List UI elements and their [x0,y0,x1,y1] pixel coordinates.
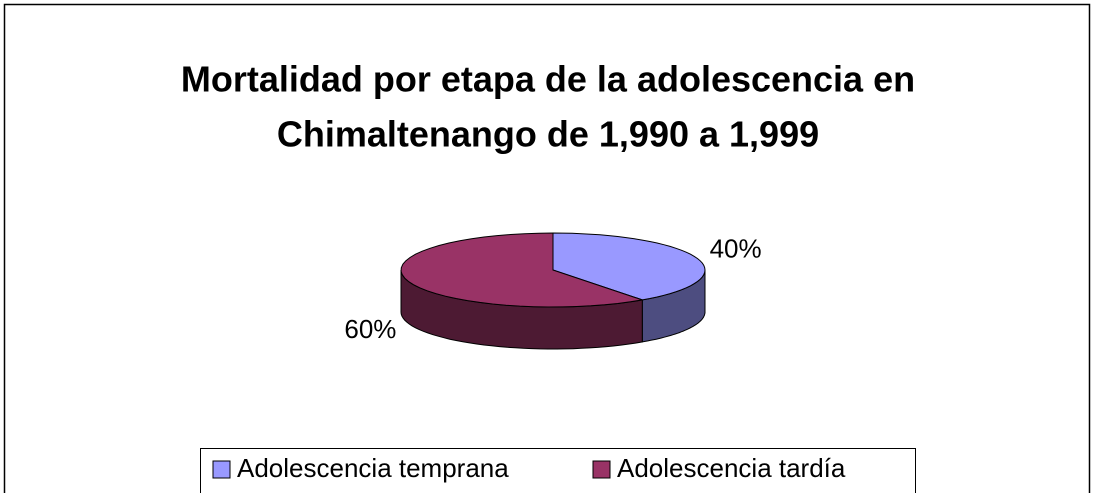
slice [400,232,643,308]
data-label: 40% [710,234,762,264]
legend-label: Adolescencia temprana [237,453,509,483]
chart-title: Mortalidad por etapa de la adolescencia … [181,59,915,100]
legend-label: Adolescencia tardía [617,453,846,483]
chart-title: Chimaltenango de 1,990 a 1,999 [277,114,819,155]
chart-frame [3,3,1091,493]
legend-box [200,448,916,493]
slice [552,232,706,301]
data-label: 60% [344,314,396,344]
legend-swatch [592,460,611,479]
legend-swatch [212,460,231,479]
